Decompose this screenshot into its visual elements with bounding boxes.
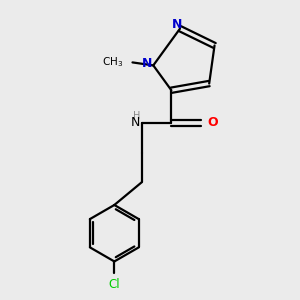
Text: O: O [207, 116, 217, 129]
Text: N: N [142, 57, 152, 70]
Text: Cl: Cl [109, 278, 120, 291]
Text: N: N [172, 18, 182, 31]
Text: H: H [133, 111, 140, 122]
Text: N: N [131, 116, 140, 129]
Text: CH$_3$: CH$_3$ [102, 56, 124, 69]
